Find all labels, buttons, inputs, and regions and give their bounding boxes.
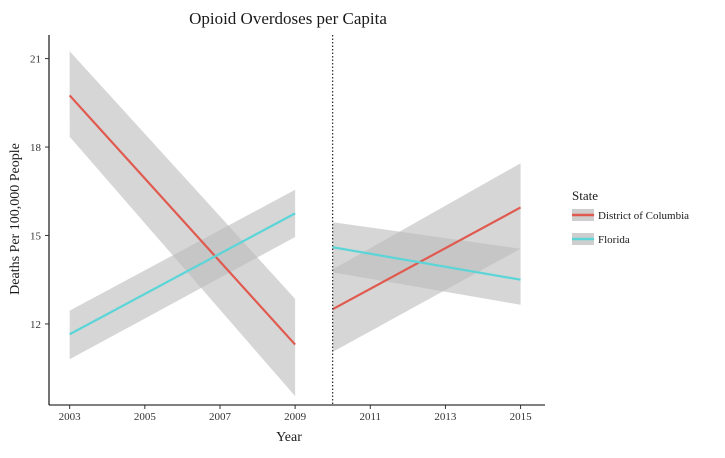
- series-line-district-of-columbia-2: [332, 206, 522, 311]
- x-tick-label: 2005: [134, 411, 157, 423]
- y-tick-label: 12: [30, 319, 41, 331]
- x-tick-label: 2003: [59, 411, 82, 423]
- x-tick-label: 2011: [359, 411, 381, 423]
- series-line-florida-1: [69, 212, 296, 336]
- x-axis-ticks: 2003 2005 2007 2009 2011 2013 2015: [59, 405, 532, 423]
- legend-item-florida: Florida: [572, 233, 630, 246]
- y-tick-label: 15: [30, 230, 42, 242]
- legend-title: State: [572, 188, 598, 203]
- x-tick-label: 2009: [284, 411, 307, 423]
- series-lines: [68, 94, 522, 346]
- y-tick-label: 21: [30, 54, 41, 66]
- y-tick-label: 18: [30, 142, 42, 154]
- series-line-district-of-columbia-1: [68, 94, 296, 346]
- x-axis-title: Year: [276, 430, 302, 445]
- legend: State District of Columbia Florida: [572, 188, 689, 246]
- y-axis-ticks: 12 15 18 21: [30, 54, 49, 331]
- chart-title: Opioid Overdoses per Capita: [189, 9, 387, 28]
- legend-label: Florida: [598, 234, 630, 246]
- confidence-band-district-of-columbia-1: [69, 51, 296, 397]
- x-tick-label: 2007: [209, 411, 232, 423]
- x-tick-label: 2013: [434, 411, 457, 423]
- series-line-florida-2: [332, 246, 521, 281]
- y-axis-title: Deaths Per 100,000 People: [8, 143, 23, 295]
- legend-label: District of Columbia: [598, 210, 689, 222]
- legend-item-district-of-columbia: District of Columbia: [572, 209, 689, 222]
- legend-items: District of Columbia Florida: [572, 209, 689, 246]
- x-tick-label: 2015: [510, 411, 533, 423]
